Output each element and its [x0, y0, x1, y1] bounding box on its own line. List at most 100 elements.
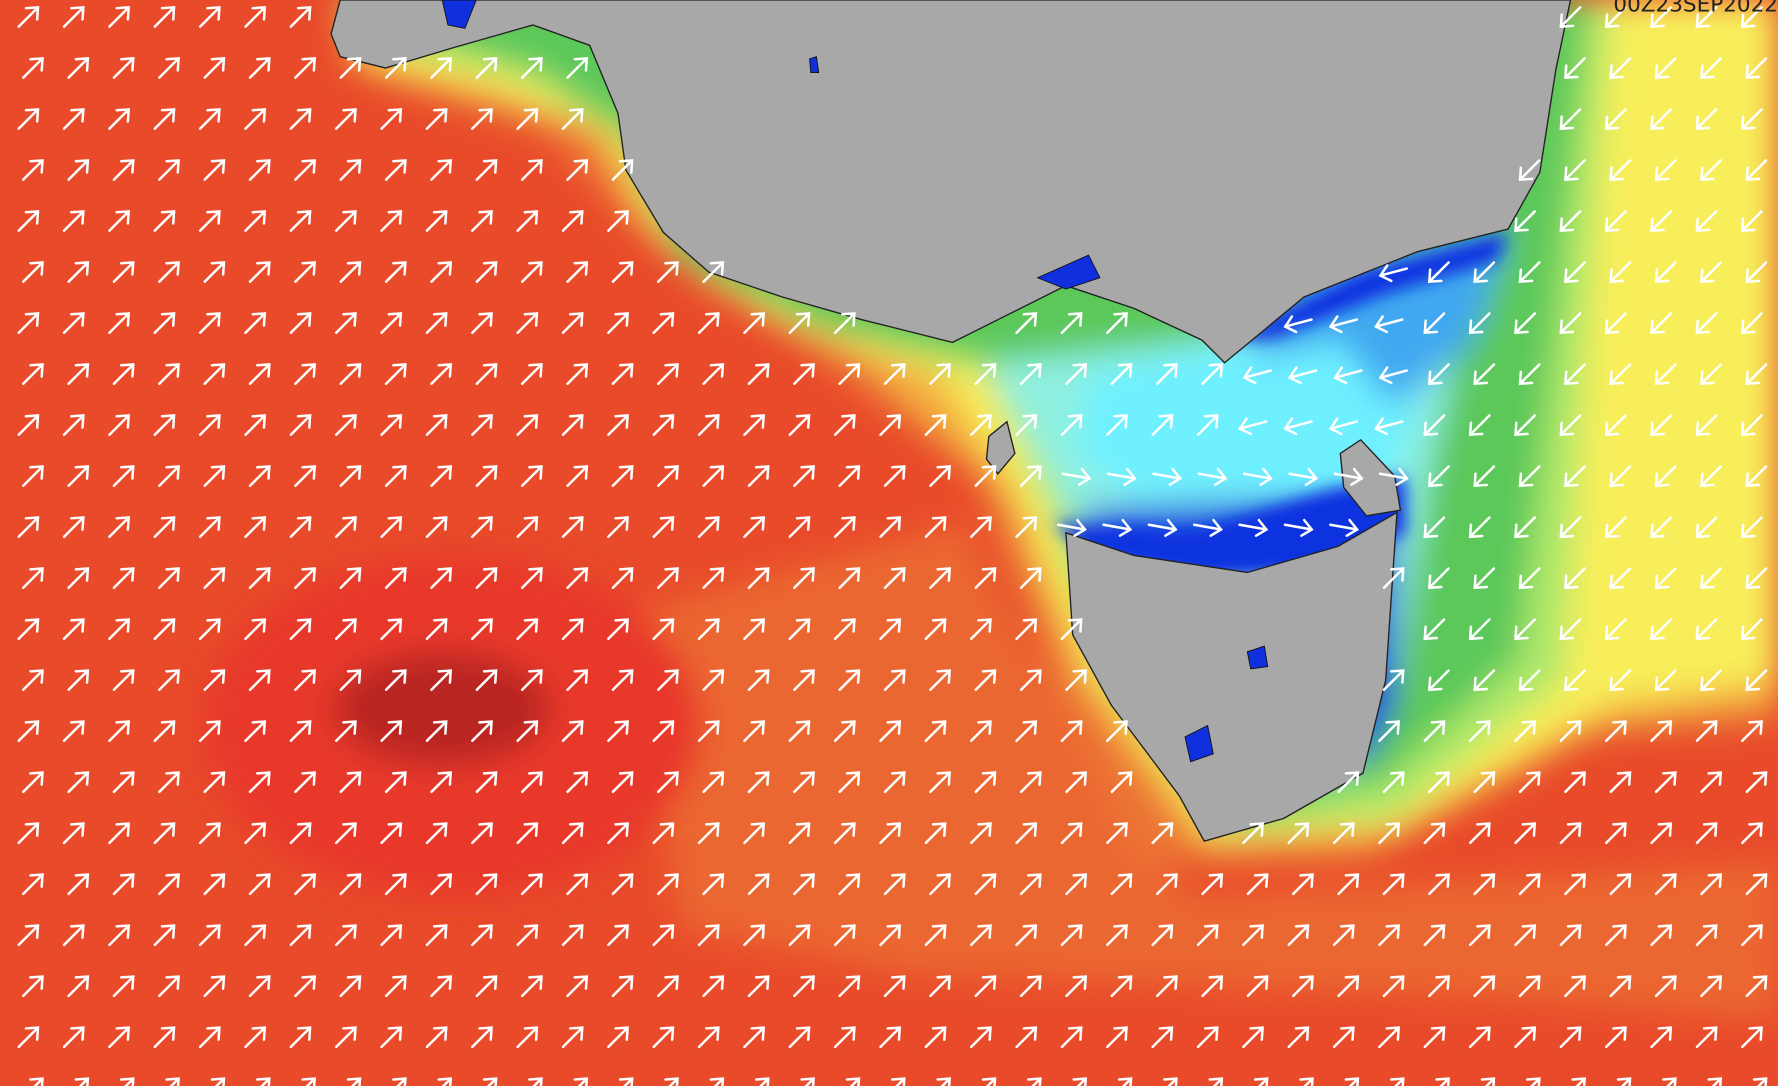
- wind-arrow: [702, 975, 725, 998]
- wind-arrow: [1065, 1077, 1088, 1086]
- wind-arrow: [747, 1077, 770, 1086]
- wind-arrow: [1514, 1026, 1537, 1049]
- wind-arrow: [1151, 414, 1174, 436]
- wind-arrow: [702, 567, 725, 590]
- wind-arrow: [339, 159, 362, 181]
- wind-arrow: [838, 567, 861, 590]
- wind-arrow: [652, 516, 675, 538]
- wind-arrow: [747, 669, 770, 692]
- wind-arrow: [793, 567, 815, 590]
- wind-arrow: [1382, 975, 1405, 998]
- wind-arrow: [158, 261, 180, 283]
- wind-arrow: [743, 618, 766, 641]
- wind-arrow: [924, 822, 947, 845]
- wind-arrow: [248, 57, 271, 79]
- wind-arrow: [516, 516, 539, 538]
- wind-arrow: [198, 924, 221, 947]
- wind-arrow: [1473, 363, 1496, 386]
- wind-arrow: [702, 873, 725, 896]
- wind-arrow: [430, 567, 453, 590]
- wind-arrow: [611, 1077, 634, 1086]
- wind-arrow: [1604, 618, 1627, 641]
- wind-arrow: [838, 363, 861, 385]
- wind-arrow: [158, 873, 180, 896]
- wind-arrow: [108, 210, 131, 232]
- wind-arrow: [883, 567, 906, 590]
- wind-arrow: [1650, 414, 1673, 437]
- wind-arrow: [520, 159, 543, 181]
- wind-arrow: [1700, 57, 1722, 79]
- wind-arrow: [652, 618, 675, 641]
- wind-arrow: [1019, 1077, 1042, 1086]
- wind-arrow: [158, 159, 180, 181]
- wind-arrow: [380, 516, 403, 538]
- wind-arrow: [611, 465, 634, 487]
- wind-arrow: [611, 159, 634, 181]
- wind-arrow: [62, 108, 85, 130]
- wind-arrow: [879, 924, 902, 947]
- wind-arrow: [561, 516, 584, 538]
- wind-arrow: [475, 771, 498, 794]
- wind-arrow: [1695, 720, 1718, 743]
- wind-arrow: [697, 312, 720, 334]
- wind-arrow: [974, 873, 997, 896]
- wind-arrow: [1654, 771, 1677, 794]
- wind-arrow: [883, 669, 906, 692]
- wind-arrow: [294, 57, 316, 79]
- wind-arrow: [334, 414, 357, 436]
- wind-arrow: [17, 618, 40, 641]
- wind-arrow: [652, 924, 675, 947]
- wind-arrow: [425, 618, 448, 641]
- wind-arrow: [1382, 567, 1405, 590]
- wind-arrow: [1559, 6, 1582, 28]
- wind-arrow: [22, 465, 44, 487]
- wind-arrow: [743, 720, 766, 743]
- wind-arrow: [475, 975, 498, 998]
- wind-arrow: [1650, 108, 1673, 130]
- wind-arrow: [561, 108, 584, 130]
- wind-arrow: [198, 108, 221, 130]
- wind-arrow: [1288, 467, 1319, 486]
- wind-arrow: [339, 261, 362, 283]
- wind-arrow: [67, 567, 90, 590]
- wind-arrow: [924, 924, 947, 947]
- wind-arrow: [289, 720, 312, 743]
- wind-arrow: [153, 210, 176, 232]
- wind-arrow: [1604, 516, 1627, 539]
- wind-arrow: [520, 975, 543, 998]
- wind-arrow: [1242, 1026, 1264, 1049]
- wind-arrow: [1423, 720, 1446, 743]
- wind-arrow: [1518, 669, 1541, 692]
- wind-arrow: [471, 516, 493, 538]
- wind-arrow: [1378, 467, 1409, 486]
- wind-arrow: [747, 873, 770, 896]
- wind-arrow: [793, 1077, 815, 1086]
- wind-arrow: [339, 567, 362, 590]
- wind-arrow: [22, 363, 44, 385]
- wind-arrow: [1700, 363, 1722, 386]
- wind-arrow: [22, 567, 44, 590]
- wind-arrow: [380, 210, 403, 232]
- wind-arrow: [67, 57, 90, 79]
- wind-arrow: [833, 924, 856, 947]
- wind-arrow: [1700, 873, 1723, 896]
- wind-arrow: [1242, 366, 1272, 385]
- wind-arrow: [22, 159, 44, 181]
- wind-arrow: [1473, 873, 1496, 896]
- wind-arrow: [244, 720, 267, 743]
- wind-arrow: [788, 618, 811, 641]
- wind-arrow: [883, 465, 906, 487]
- wind-arrow: [1015, 822, 1038, 845]
- wind-arrow: [203, 465, 226, 487]
- wind-arrow: [198, 1026, 221, 1049]
- wind-arrow: [203, 261, 226, 283]
- wind-arrow: [1559, 108, 1582, 130]
- wind-arrow: [108, 414, 131, 436]
- wind-arrow: [652, 414, 675, 436]
- wind-arrow: [1428, 771, 1450, 794]
- wind-arrow: [788, 924, 811, 947]
- wind-arrow: [969, 720, 992, 743]
- wind-arrow: [1650, 210, 1673, 233]
- wind-arrow: [879, 1026, 902, 1049]
- wind-arrow: [294, 567, 316, 590]
